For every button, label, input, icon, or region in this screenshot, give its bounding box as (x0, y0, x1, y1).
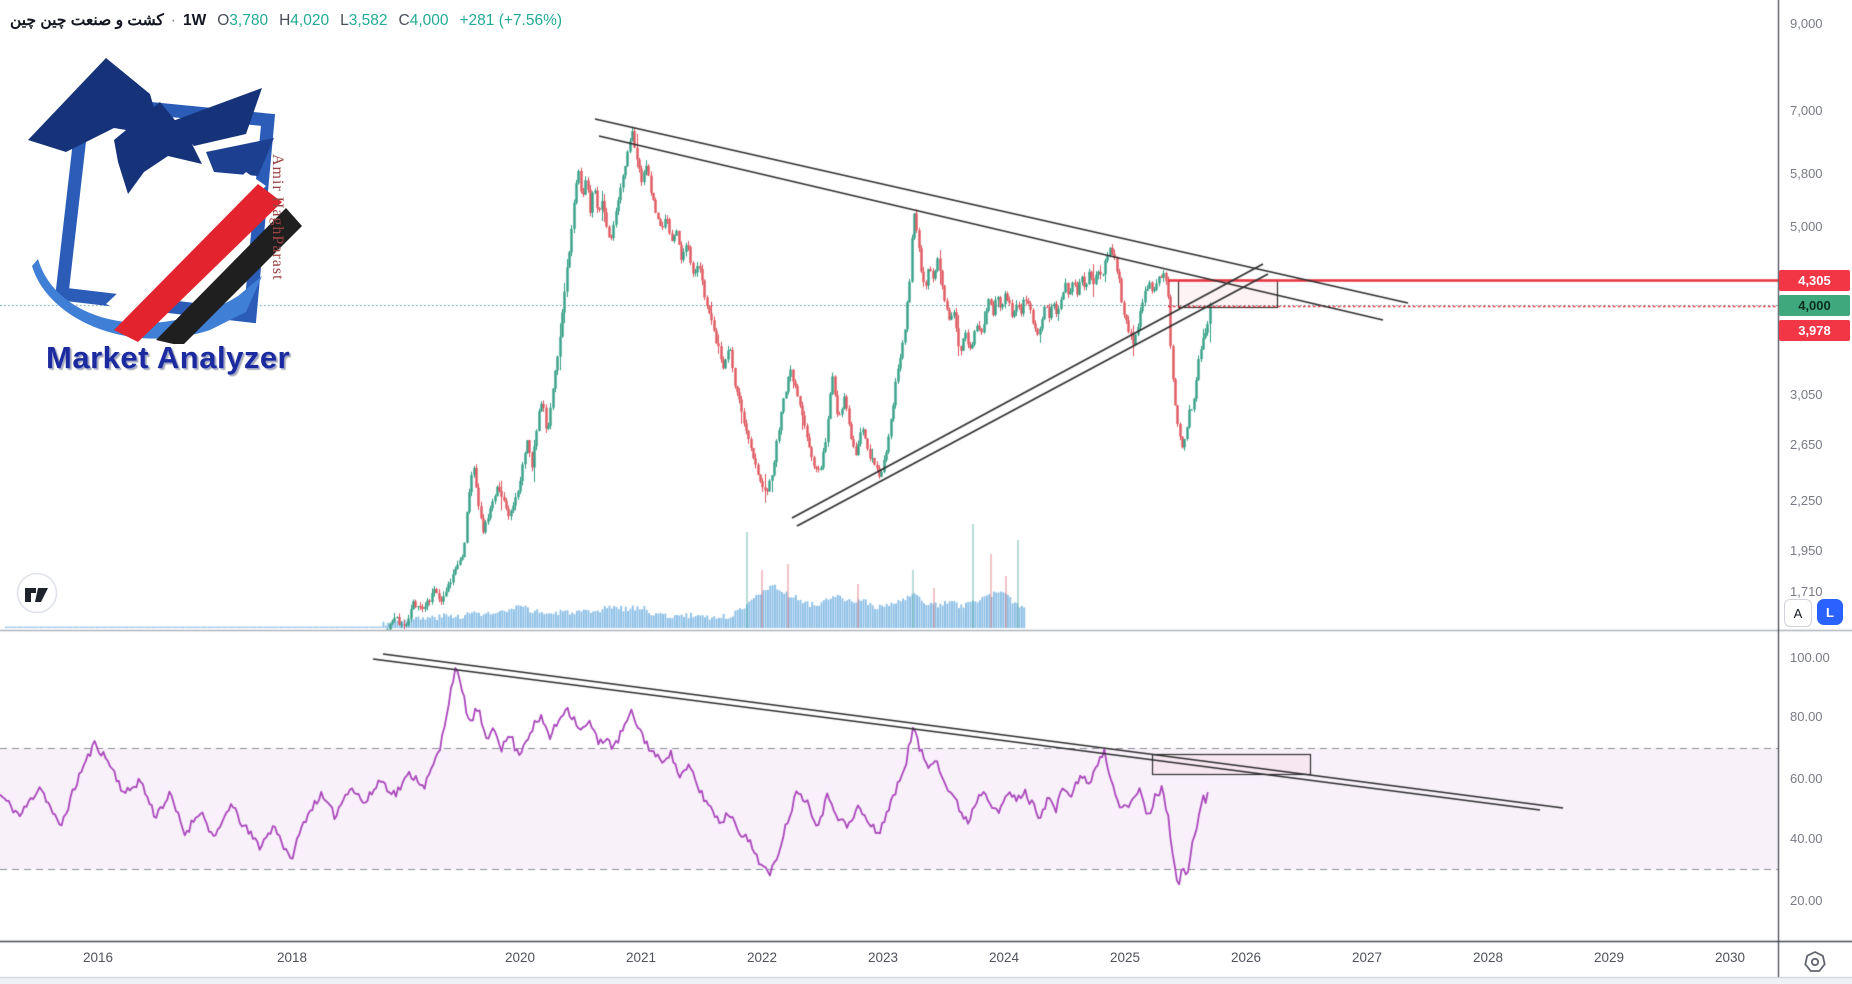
price-label: 4,000 (1779, 294, 1850, 316)
year-label: 2030 (1714, 950, 1746, 965)
year-label: 2024 (988, 950, 1020, 965)
price-tick: 2,250 (1790, 493, 1823, 508)
indicator-tick: 80.00 (1790, 709, 1823, 724)
auto-scale-button[interactable]: A (1784, 599, 1812, 627)
year-label: 2022 (746, 950, 778, 965)
symbol-legend: کشت و صنعت چین چین · 1W O3,780 H4,020 L3… (10, 11, 562, 30)
price-label: 3,978 (1779, 319, 1850, 341)
year-label: 2028 (1472, 950, 1504, 965)
time-axis[interactable]: 2016 2018 2020 2021 2022 2023 2024 2025 2026 2027… (0, 941, 1778, 984)
logo-author-text: Amir HaghParast (269, 154, 286, 281)
year-label: 2018 (276, 950, 308, 965)
year-label: 2029 (1593, 950, 1625, 965)
eagle-logo-icon (28, 58, 302, 344)
high-key: H (279, 11, 291, 29)
price-tick: 7,000 (1790, 103, 1823, 118)
open-key: O (217, 11, 230, 29)
indicator-tick: 20.00 (1790, 893, 1823, 908)
brand-logo: Amir HaghParast Market Analyzer (10, 44, 340, 389)
year-label: 2020 (504, 950, 536, 965)
legend-separator: · (170, 11, 176, 29)
settings-gear-icon[interactable] (1801, 948, 1829, 976)
year-label: 2027 (1351, 950, 1383, 965)
interval-value[interactable]: 1W (182, 11, 207, 29)
indicator-tick: 40.00 (1790, 831, 1823, 846)
price-tick: 5,000 (1790, 219, 1823, 234)
low-value: 3,582 (348, 11, 388, 29)
price-tick: 5,800 (1790, 166, 1823, 181)
year-label: 2023 (867, 950, 899, 965)
close-value: 4,000 (409, 11, 449, 29)
indicator-tick: 100.00 (1790, 650, 1830, 665)
year-label: 2025 (1109, 950, 1141, 965)
change-value: +281 (+7.56%) (459, 11, 563, 29)
price-tick: 3,050 (1790, 387, 1823, 402)
indicator-tick: 60.00 (1790, 771, 1823, 786)
price-tick: 1,950 (1790, 543, 1823, 558)
year-label: 2026 (1230, 950, 1262, 965)
open-value: 3,780 (229, 11, 269, 29)
log-scale-button[interactable]: L (1817, 599, 1843, 625)
close-key: C (398, 11, 410, 29)
price-label: 4,305 (1779, 269, 1850, 291)
low-key: L (340, 11, 349, 29)
high-value: 4,020 (290, 11, 330, 29)
symbol-name[interactable]: کشت و صنعت چین چین (10, 12, 164, 29)
scale-buttons: A L (1784, 599, 1843, 627)
tradingview-watermark-icon[interactable] (15, 571, 59, 615)
year-label: 2021 (625, 950, 657, 965)
price-tick: 9,000 (1790, 16, 1823, 31)
logo-brand-text: Market Analyzer (46, 340, 291, 375)
year-label: 2016 (82, 950, 114, 965)
price-tick: 1,710 (1790, 584, 1823, 599)
price-tick: 2,650 (1790, 437, 1823, 452)
price-axis[interactable]: 9,000 7,000 5,800 5,000 3,050 2,650 2,250 1,950… (1778, 0, 1852, 984)
